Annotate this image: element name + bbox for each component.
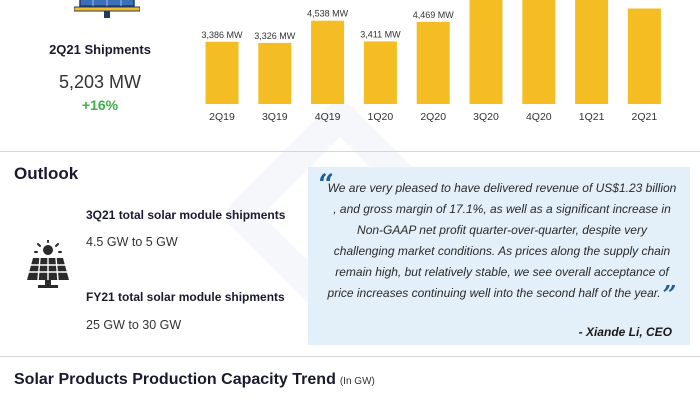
guidance-fy21-label: FY21 total solar module shipments [86, 290, 285, 304]
solar-panel-sun-icon [27, 240, 69, 288]
x-tick-2q20: 2Q20 [420, 111, 446, 123]
x-tick-3q20: 3Q20 [473, 111, 499, 123]
bar-label-2q19: 3,386 MW [201, 30, 243, 40]
capacity-unit: (In GW) [339, 376, 375, 387]
bar-2q19 [205, 41, 239, 104]
x-tick-1q20: 1Q20 [368, 111, 394, 123]
bar-4q20 [522, 0, 556, 104]
bar-label-1q20: 3,411 MW [360, 29, 401, 39]
solar-panel-icon [74, 0, 140, 18]
bar-label-2q20: 4,469 MW [413, 10, 455, 20]
guidance-fy21-value: 25 GW to 30 GW [86, 318, 182, 332]
shipments-title: 2Q21 Shipments [49, 42, 151, 57]
x-tick-1q21: 1Q21 [579, 111, 605, 123]
x-tick-2q21: 2Q21 [632, 111, 658, 123]
quote-author: - Xiande Li, CEO [578, 325, 672, 339]
bar-label-3q19: 3,326 MW [254, 31, 296, 41]
bar-1q20 [363, 41, 397, 104]
capacity-title: Solar Products Production Capacity Trend… [14, 371, 375, 389]
shipments-bar-chart: 3,386 MW 2Q19 3,326 MW 3Q19 4,538 MW 4Q19 3,41… [201, 0, 661, 123]
divider-top [0, 151, 700, 152]
bar-3q20 [469, 0, 503, 104]
x-tick-2q19: 2Q19 [209, 111, 235, 123]
bar-label-4q19: 4,538 MW [307, 9, 349, 19]
x-tick-4q19: 4Q19 [315, 111, 341, 123]
shipments-growth: +16% [81, 97, 119, 113]
x-tick-3q19: 3Q19 [262, 111, 288, 123]
bar-2q20 [416, 21, 450, 104]
outlook-title: Outlook [14, 164, 79, 183]
bar-4q19 [311, 20, 345, 105]
x-tick-4q20: 4Q20 [526, 111, 552, 123]
open-quote-icon: “ [318, 168, 335, 201]
ceo-quote-box: “ We are very pleased to have delivered … [308, 167, 690, 345]
guidance-3q21-value: 4.5 GW to 5 GW [86, 235, 178, 249]
ceo-quote-text: We are very pleased to have delivered re… [326, 178, 678, 307]
close-quote-icon: ” [662, 280, 677, 309]
bar-2q21 [627, 8, 661, 104]
quote-body: We are very pleased to have delivered re… [327, 181, 677, 300]
guidance-3q21-label: 3Q21 total solar module shipments [86, 208, 286, 222]
shipments-value: 5,203 MW [58, 72, 142, 92]
bar-3q19 [258, 42, 292, 104]
divider-bottom [0, 356, 700, 357]
bar-1q21 [575, 0, 609, 104]
capacity-title-text: Solar Products Production Capacity Trend [14, 371, 336, 388]
